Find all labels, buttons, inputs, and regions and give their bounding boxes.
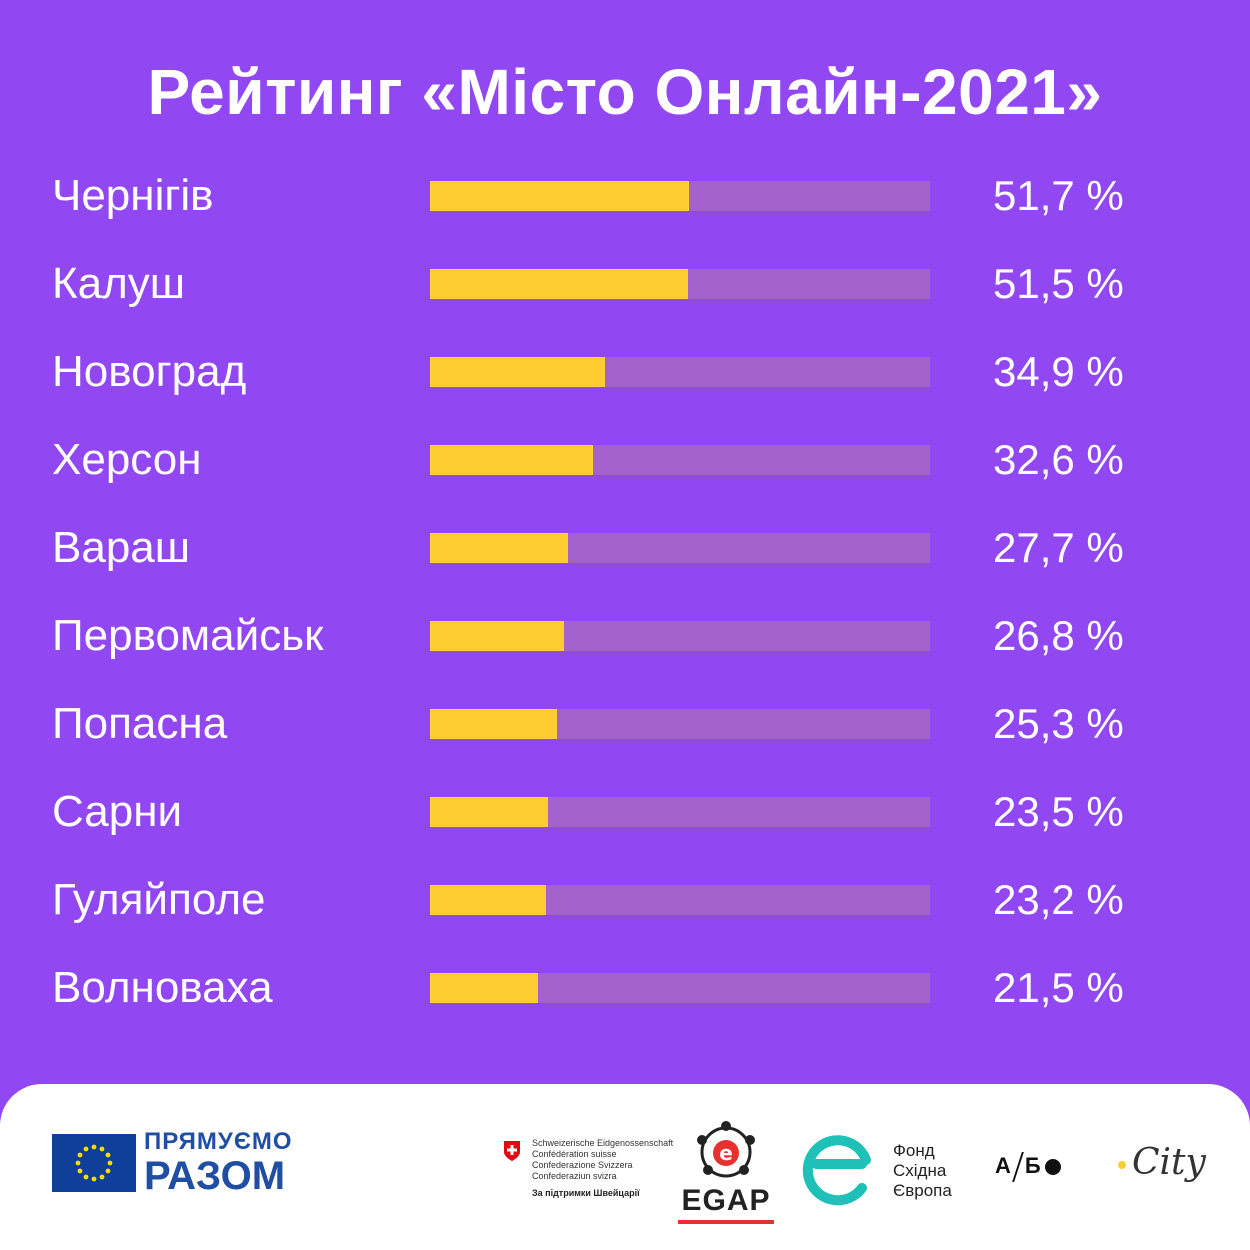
category-label: Гуляйполе — [52, 875, 266, 924]
swiss-line: Confédération suisse — [532, 1149, 617, 1159]
city-logo: City — [1118, 1142, 1206, 1183]
swiss-logo-lines: Schweizerische Eidgenossenschaft Confédé… — [532, 1138, 673, 1182]
fund-line: Європа — [893, 1181, 952, 1200]
data-label: 26,8 % — [993, 612, 1124, 659]
swiss-line: Schweizerische Eidgenossenschaft — [532, 1138, 674, 1148]
bar-track — [430, 885, 930, 915]
east-europe-foundation-text: Фонд Східна Європа — [893, 1141, 952, 1201]
bar-row: Херсон 32,6 % — [0, 416, 1250, 504]
bar — [430, 181, 689, 211]
bar-row: Сарни 23,5 % — [0, 768, 1250, 856]
bar-row: Калуш 51,5 % — [0, 240, 1250, 328]
swiss-line: Confederazione Svizzera — [532, 1160, 633, 1170]
bar-track — [430, 533, 930, 563]
bar-row: Волноваха 21,5 % — [0, 944, 1250, 1032]
east-europe-foundation-icon — [800, 1130, 874, 1208]
city-logo-text: City — [1132, 1142, 1206, 1183]
bar-track — [430, 621, 930, 651]
bar — [430, 621, 564, 651]
eu-flag-icon — [52, 1134, 136, 1192]
bar-track — [430, 797, 930, 827]
data-label: 25,3 % — [993, 700, 1124, 747]
bar-row: Гуляйполе 23,2 % — [0, 856, 1250, 944]
city-dot-icon — [1118, 1161, 1126, 1169]
bar-track — [430, 445, 930, 475]
bar-row: Чернігів 51,7 % — [0, 152, 1250, 240]
data-label: 23,2 % — [993, 876, 1124, 923]
category-label: Сарни — [52, 787, 183, 836]
data-label: 34,9 % — [993, 348, 1124, 395]
egap-logo: e EGAP — [676, 1116, 776, 1224]
abo-letter-a: А — [995, 1152, 1011, 1178]
bar-track — [430, 181, 930, 211]
data-label: 51,5 % — [993, 260, 1124, 307]
bar-track — [430, 709, 930, 739]
fund-line: Фонд — [893, 1141, 935, 1160]
category-label: Волноваха — [52, 963, 273, 1012]
bar-track — [430, 269, 930, 299]
bar — [430, 709, 557, 739]
data-label: 23,5 % — [993, 788, 1124, 835]
category-label: Чернігів — [52, 171, 214, 220]
egap-text: EGAP — [681, 1184, 771, 1217]
bar-track — [430, 973, 930, 1003]
data-label: 51,7 % — [993, 172, 1124, 219]
data-label: 27,7 % — [993, 524, 1124, 571]
bar-row: Новоград 34,9 % — [0, 328, 1250, 416]
fund-line: Східна — [893, 1161, 947, 1180]
swiss-support-text: За підтримки Швейцарії — [532, 1188, 640, 1198]
egap-emblem-icon: e — [697, 1121, 755, 1178]
bar-row: Попасна 25,3 % — [0, 680, 1250, 768]
category-label: Попасна — [52, 699, 228, 748]
bar — [430, 269, 688, 299]
bar — [430, 797, 548, 827]
bar-row: Вараш 27,7 % — [0, 504, 1250, 592]
data-label: 21,5 % — [993, 964, 1124, 1011]
swiss-cross-icon — [504, 1141, 520, 1161]
bar — [430, 973, 538, 1003]
abo-letter-b: Б — [1024, 1152, 1041, 1178]
data-label: 32,6 % — [993, 436, 1124, 483]
category-label: Первомайськ — [52, 611, 324, 660]
eu-logo-line1: ПРЯМУЄМО — [144, 1128, 293, 1155]
bar — [430, 357, 605, 387]
footer-logos: ПРЯМУЄМО РАЗОМ Schweizerische Eidgenosse… — [0, 1084, 1250, 1250]
bar-row: Первомайськ 26,8 % — [0, 592, 1250, 680]
abo-slash-icon — [1012, 1152, 1024, 1182]
chart-title: Рейтинг «Місто Онлайн-2021» — [147, 56, 1103, 128]
eu-logo-line2: РАЗОМ — [144, 1154, 286, 1198]
bar — [430, 533, 568, 563]
category-label: Новоград — [52, 347, 247, 396]
svg-text:e: e — [719, 1141, 733, 1165]
abo-dot-icon — [1044, 1159, 1061, 1175]
bar-track — [430, 357, 930, 387]
category-label: Калуш — [52, 259, 186, 308]
bar — [430, 885, 546, 915]
category-label: Вараш — [52, 523, 191, 572]
swiss-line: Confederaziun svizra — [532, 1171, 617, 1181]
eu-logo-text: ПРЯМУЄМО РАЗОМ — [144, 1128, 293, 1198]
egap-underline — [678, 1220, 774, 1224]
bar-chart: Чернігів 51,7 % Калуш 51,5 % Новоград 34,9 % Х… — [0, 152, 1250, 1032]
category-label: Херсон — [52, 435, 202, 484]
bar — [430, 445, 593, 475]
